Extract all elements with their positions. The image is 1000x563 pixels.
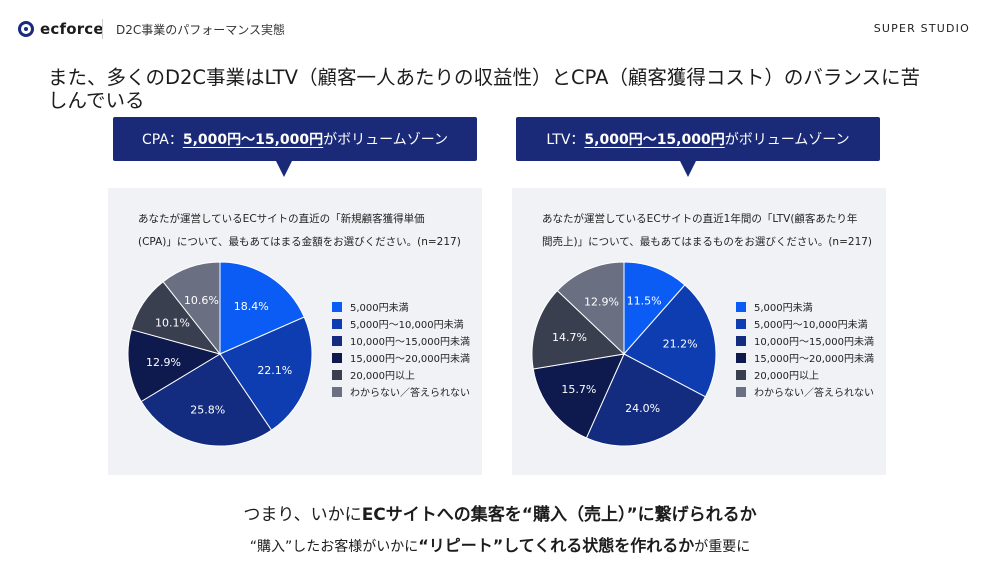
legend-label: 5,000円未満 — [350, 303, 409, 314]
logo-mark-icon — [18, 21, 34, 37]
legend-label: 5,000円〜10,000円未満 — [350, 320, 464, 331]
legend-label: 10,000円〜15,000円未満 — [350, 337, 470, 348]
pie-slice — [140, 353, 273, 447]
conclusion-line-1: つまり、いかにECサイトへの集客を“購入（売上）”に繋げられるか — [0, 500, 1000, 525]
logo-text: ecforce — [40, 20, 104, 38]
ecforce-logo: ecforce — [18, 18, 104, 40]
cpa-callout: CPA： 5,000円〜15,000円 がボリュームゾーン — [113, 117, 477, 161]
pie-slice — [127, 328, 222, 403]
slice-label: 25.8% — [190, 404, 225, 417]
legend-item: 20,000円以上 — [736, 366, 874, 383]
callout-highlight: 5,000円〜15,000円 — [584, 132, 725, 148]
legend-label: わからない／答えられない — [350, 388, 470, 399]
legend-swatch — [736, 335, 746, 346]
ltv-chart-panel: あなたが運営しているECサイトの直近1年間の「LTV(顧客あたり年 間売上)」に… — [512, 188, 886, 475]
slice-label: 15.7% — [561, 383, 596, 396]
legend-item: 5,000円未満 — [332, 298, 470, 315]
legend-label: 5,000円〜10,000円未満 — [754, 320, 868, 331]
cpa-legend: 5,000円未満 5,000円〜10,000円未満 10,000円〜15,000円未… — [332, 298, 470, 400]
legend-swatch — [736, 301, 746, 312]
cpa-chart-panel: あなたが運営しているECサイトの直近の「新規顧客獲得単価 (CPA)」について、… — [108, 188, 482, 475]
slice-label: 10.1% — [155, 316, 190, 329]
pie-slice — [219, 261, 305, 355]
breadcrumb: D2C事業のパフォーマンス実態 — [116, 23, 286, 37]
callout-highlight: 5,000円〜15,000円 — [182, 132, 324, 148]
legend-swatch — [736, 318, 746, 329]
callout-prefix: LTV： — [546, 132, 585, 148]
legend-swatch — [332, 369, 342, 380]
cpa-pie-chart: 18.4% 22.1% 25.8% 12.9% 10.1% 10.6% — [127, 261, 313, 447]
legend-label: 20,000円以上 — [350, 371, 415, 382]
legend-swatch — [736, 386, 746, 397]
question-line: (CPA)」について、最もあてはまる金額をお選びください。(n=217) — [138, 236, 461, 248]
header-divider — [102, 19, 103, 39]
slice-label: 24.0% — [625, 402, 660, 415]
legend-label: 15,000円〜20,000円未満 — [350, 354, 470, 365]
legend-item: 10,000円〜15,000円未満 — [736, 332, 874, 349]
legend-swatch — [736, 352, 746, 363]
legend-swatch — [332, 352, 342, 363]
slice-label: 12.9% — [584, 296, 619, 309]
ltv-legend: 5,000円未満 5,000円〜10,000円未満 10,000円〜15,000円未… — [736, 298, 874, 400]
question-line: あなたが運営しているECサイトの直近の「新規顧客獲得単価 — [138, 213, 425, 225]
legend-item: 5,000円〜10,000円未満 — [736, 315, 874, 332]
legend-label: 10,000円〜15,000円未満 — [754, 337, 874, 348]
legend-label: 20,000円以上 — [754, 371, 819, 382]
conclusion-emphasis: “リピート”してくれる状態を作れるか — [418, 536, 695, 555]
cpa-callout-tail — [276, 161, 292, 177]
legend-swatch — [332, 318, 342, 329]
slice-label: 21.2% — [663, 338, 698, 351]
pie-slice — [219, 316, 313, 431]
ltv-callout-tail — [680, 161, 696, 177]
conclusion-emphasis: ECサイトへの集客を“購入（売上）”に繋げられるか — [361, 505, 757, 525]
question-line: あなたが運営しているECサイトの直近1年間の「LTV(顧客あたり年 — [542, 213, 858, 225]
callout-suffix: がボリュームゾーン — [323, 132, 449, 148]
slice-label: 10.6% — [184, 294, 219, 307]
pie-slice — [556, 261, 625, 356]
slice-label: 18.4% — [234, 300, 269, 313]
legend-label: わからない／答えられない — [754, 388, 874, 399]
legend-swatch — [332, 335, 342, 346]
pie-slice — [532, 353, 625, 439]
slice-label: 14.7% — [552, 331, 587, 344]
callout-suffix: がボリュームゾーン — [724, 132, 850, 148]
legend-item: 5,000円〜10,000円未満 — [332, 315, 470, 332]
conclusion-text: つまり、いかに — [243, 505, 362, 525]
legend-item: 15,000円〜20,000円未満 — [736, 349, 874, 366]
legend-swatch — [332, 301, 342, 312]
pie-slice — [585, 353, 707, 447]
legend-label: 15,000円〜20,000円未満 — [754, 354, 874, 365]
pie-slice — [531, 289, 626, 370]
legend-item: 5,000円未満 — [736, 298, 874, 315]
legend-swatch — [332, 386, 342, 397]
slice-label: 11.5% — [627, 295, 662, 308]
legend-label: 5,000円未満 — [754, 303, 813, 314]
legend-swatch — [736, 369, 746, 380]
legend-item: 15,000円〜20,000円未満 — [332, 349, 470, 366]
pie-slice — [623, 284, 717, 398]
cpa-question: あなたが運営しているECサイトの直近の「新規顧客獲得単価 (CPA)」について、… — [138, 208, 468, 254]
conclusion-line-2: “購入”したお客様がいかに“リピート”してくれる状態を作れるかが重要に — [0, 532, 1000, 556]
ltv-pie-chart: 11.5% 21.2% 24.0% 15.7% 14.7% 12.9% — [531, 261, 717, 447]
pie-slice — [162, 261, 221, 356]
legend-item: わからない／答えられない — [736, 383, 874, 400]
legend-item: わからない／答えられない — [332, 383, 470, 400]
callout-prefix: CPA： — [141, 132, 183, 148]
conclusion-text: “購入”したお客様がいかに — [249, 539, 419, 555]
ltv-callout: LTV： 5,000円〜15,000円 がボリュームゾーン — [516, 117, 880, 161]
legend-item: 10,000円〜15,000円未満 — [332, 332, 470, 349]
legend-item: 20,000円以上 — [332, 366, 470, 383]
pie-slice — [623, 261, 686, 356]
question-line: 間売上)」について、最もあてはまるものをお選びください。(n=217) — [542, 236, 873, 248]
slice-label: 12.9% — [146, 356, 181, 369]
page-title: また、多くのD2C事業はLTV（顧客一人あたりの収益性）とCPA（顧客獲得コスト… — [48, 66, 921, 112]
slice-label: 22.1% — [257, 364, 292, 377]
brand-name: SUPER STUDIO — [873, 22, 970, 35]
conclusion-text: が重要に — [694, 539, 751, 555]
ltv-question: あなたが運営しているECサイトの直近1年間の「LTV(顧客あたり年 間売上)」に… — [542, 208, 876, 254]
